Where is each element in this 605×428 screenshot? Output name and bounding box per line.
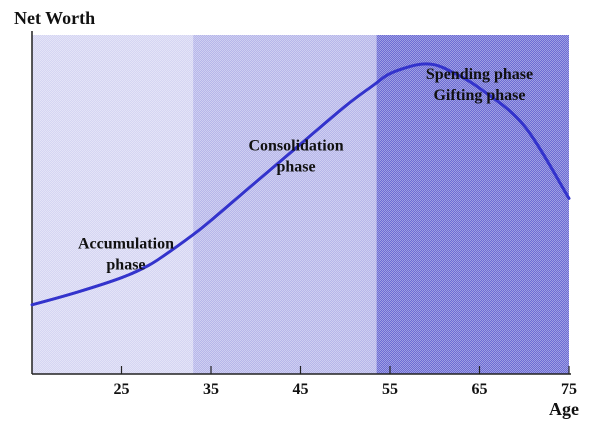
annotation-accumulation: Accumulation phase — [78, 236, 174, 274]
annotation-consolidation: Consolidation phase — [248, 137, 343, 175]
annotation-spending: Spending phase Gifting phase — [426, 66, 533, 104]
net-worth-line — [30, 62, 571, 307]
x-tick-label-35: 35 — [203, 381, 219, 398]
annotation-accumulation-line-1: phase — [106, 257, 145, 274]
x-tick-label-45: 45 — [293, 381, 309, 398]
x-tick-label-25: 25 — [114, 381, 130, 398]
dither-overlay — [32, 35, 569, 374]
x-tick-label-65: 65 — [472, 381, 488, 398]
x-tick-label-75: 75 — [561, 381, 577, 398]
x-tick-label-55: 55 — [382, 381, 398, 398]
annotation-consolidation-line-1: phase — [276, 158, 315, 175]
annotation-accumulation-line-0: Accumulation — [78, 236, 174, 253]
annotation-spending-line-1: Gifting phase — [433, 87, 525, 104]
y-axis-label: Net Worth — [14, 8, 95, 28]
phase-annotations: Accumulation phase Consolidation phase Spend… — [78, 66, 533, 274]
annotation-spending-line-0: Spending phase — [426, 66, 533, 83]
x-ticks: 25 35 45 55 65 75 — [114, 366, 577, 398]
x-axis-label: Age — [549, 399, 579, 419]
annotation-consolidation-line-0: Consolidation — [248, 137, 343, 154]
